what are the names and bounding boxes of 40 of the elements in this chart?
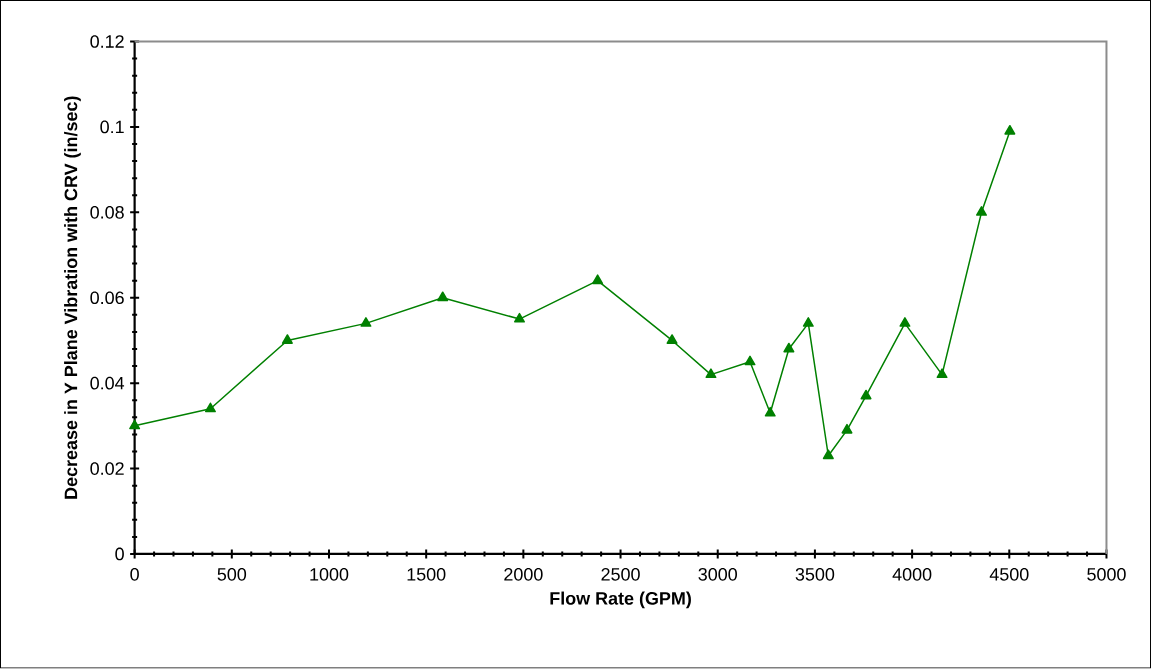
- x-tick-label: 2500: [601, 568, 640, 581]
- y-tick-label: 0.1: [100, 120, 124, 134]
- point: [360, 317, 372, 328]
- point: [860, 389, 872, 400]
- point: [129, 419, 141, 430]
- y-tick-label: 0.06: [90, 291, 124, 305]
- x-tick-label: 4500: [989, 568, 1029, 581]
- x-tick-label: 1500: [407, 568, 446, 581]
- point: [744, 355, 756, 366]
- x-tick-label: 3000: [698, 568, 737, 581]
- point: [936, 368, 948, 379]
- y-tick-label: 0.12: [90, 35, 124, 49]
- point: [705, 368, 717, 379]
- x-tick-label: 500: [217, 568, 247, 581]
- point: [975, 206, 988, 217]
- x-tick-label: 2000: [504, 568, 543, 581]
- x-tick-label: 5000: [1087, 568, 1126, 581]
- point: [204, 402, 216, 413]
- y-tick-label: 0.02: [90, 462, 124, 476]
- x-tick-label: 1000: [310, 568, 349, 581]
- point: [281, 334, 293, 345]
- point: [513, 313, 525, 323]
- point: [899, 317, 911, 328]
- y-tick-label: 0: [115, 547, 124, 561]
- x-tick-label: 0: [130, 568, 139, 581]
- y-axis-title: Decrease in Y Plane Vibration with CRV (in/sec): [64, 96, 81, 499]
- x-axis-title: Flow Rate (GPM): [550, 591, 691, 609]
- y-tick-label: 0.04: [90, 377, 125, 390]
- point: [437, 291, 449, 302]
- point: [802, 317, 814, 328]
- x-tick-label: 3500: [795, 568, 835, 581]
- point: [841, 424, 853, 434]
- y-tick-label: 0.08: [90, 206, 124, 219]
- point: [1004, 125, 1016, 135]
- point: [822, 449, 834, 460]
- point: [783, 342, 795, 353]
- point: [666, 334, 678, 345]
- x-tick-label: 4000: [892, 568, 932, 581]
- point: [764, 407, 776, 417]
- point: [592, 274, 604, 285]
